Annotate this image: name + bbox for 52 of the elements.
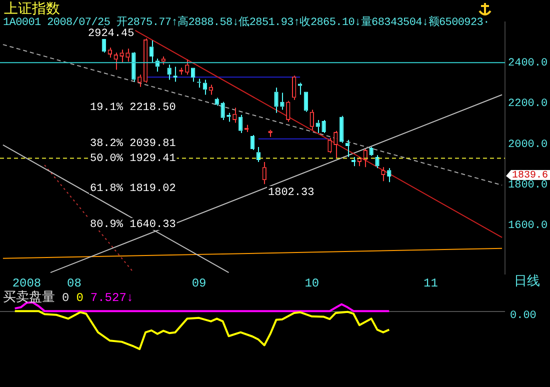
ref-line-label: 50.0% 1929.41 bbox=[90, 153, 176, 166]
candlestick bbox=[310, 109, 314, 130]
y-tick-label: 1600.0 bbox=[508, 220, 548, 232]
annotation: 1802.33 bbox=[268, 186, 314, 199]
annotation: 19.1% 2218.50 bbox=[90, 102, 176, 114]
candlestick bbox=[220, 101, 225, 120]
candlestick bbox=[250, 134, 255, 151]
x-tick-label: 2008 bbox=[12, 276, 42, 290]
candlestick bbox=[167, 64, 172, 80]
chart-subtitle: 1A0001 2008/07/25 开2875.77↑高2888.58↓低2851.93↑收2865.10↓量68343504↓额6500923· bbox=[3, 15, 490, 29]
candlestick bbox=[381, 166, 386, 182]
candlestick bbox=[286, 100, 290, 122]
candlestick bbox=[304, 92, 308, 112]
x-tick-label: 08 bbox=[67, 276, 82, 290]
annotation: 61.8% 1819.02 bbox=[90, 182, 176, 195]
text: 0.00 bbox=[510, 310, 536, 322]
candlestick bbox=[143, 38, 148, 84]
candlestick bbox=[138, 74, 142, 88]
candlestick bbox=[369, 146, 374, 156]
candlestick bbox=[120, 49, 124, 64]
candlestick bbox=[262, 162, 266, 185]
chart-title: 上证指数 bbox=[4, 0, 60, 17]
candlestick bbox=[340, 115, 344, 144]
x-tick-label: 11 bbox=[424, 276, 438, 290]
candlestick bbox=[328, 137, 332, 154]
candlestick bbox=[375, 154, 380, 169]
x-tick-label: 10 bbox=[304, 276, 320, 290]
x-axis-title: 日线 bbox=[514, 273, 540, 290]
x-tick-label: 09 bbox=[192, 276, 206, 290]
candlestick bbox=[256, 146, 261, 163]
y-tick-label: 1800.0 bbox=[508, 179, 548, 192]
candlestick bbox=[334, 130, 338, 158]
annotation: 0 bbox=[76, 291, 84, 305]
annotation: 7.527↓ bbox=[90, 291, 134, 305]
y-tick-label: 2200.0 bbox=[508, 98, 548, 110]
candlestick bbox=[149, 40, 154, 64]
candlestick bbox=[387, 168, 392, 183]
candlestick bbox=[274, 87, 278, 114]
candlestick bbox=[322, 119, 326, 134]
annotation: 2924.45 bbox=[88, 28, 134, 40]
y-tick-label: 2400.0 bbox=[508, 58, 548, 70]
y-tick-label: 2000.0 bbox=[508, 138, 548, 151]
annotation: 80.9% 1640.33 bbox=[90, 218, 176, 231]
chart-title: 买卖盘量 bbox=[3, 290, 55, 305]
candlestick bbox=[280, 92, 284, 110]
candlestick bbox=[191, 68, 196, 82]
candlestick bbox=[126, 48, 130, 62]
candlestick bbox=[132, 52, 136, 82]
annotation: 38.2% 2039.81 bbox=[90, 138, 176, 150]
candlestick bbox=[238, 114, 243, 134]
annotation: 0 bbox=[62, 291, 70, 305]
candlestick bbox=[292, 75, 296, 100]
